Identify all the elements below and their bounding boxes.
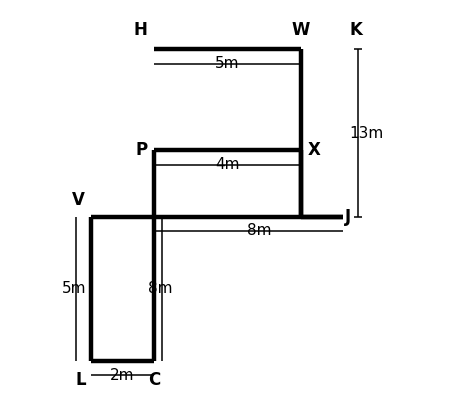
Text: K: K <box>349 21 363 39</box>
Text: J: J <box>345 208 351 226</box>
Text: H: H <box>134 21 147 39</box>
Text: W: W <box>292 21 310 39</box>
Text: 2m: 2m <box>110 368 135 383</box>
Text: V: V <box>71 191 84 209</box>
Text: C: C <box>148 371 160 389</box>
Text: 13m: 13m <box>349 126 384 141</box>
Text: 5m: 5m <box>61 281 86 297</box>
Text: L: L <box>76 371 86 389</box>
Text: 8m: 8m <box>148 281 172 297</box>
Text: X: X <box>308 141 320 159</box>
Text: 4m: 4m <box>215 157 240 172</box>
Text: 5m: 5m <box>215 56 240 71</box>
Text: 8m: 8m <box>247 224 271 239</box>
Text: P: P <box>136 141 147 159</box>
